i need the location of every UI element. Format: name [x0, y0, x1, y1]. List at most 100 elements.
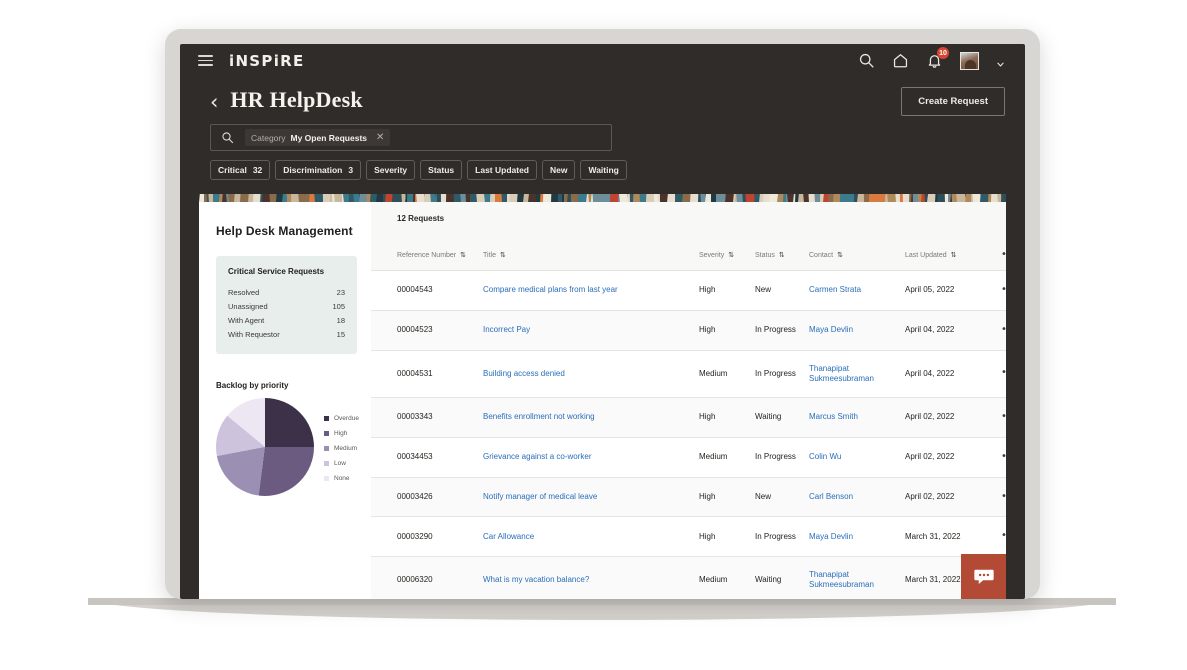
stat-value: 23 [336, 287, 345, 297]
legend-item: Low [324, 460, 359, 467]
sort-arrows-icon[interactable]: ⇅ [499, 250, 506, 259]
chevron-down-icon[interactable] [996, 56, 1005, 67]
cell-last-updated: April 05, 2022 [905, 285, 955, 295]
request-title-link[interactable]: Grievance against a co-worker [483, 452, 592, 462]
cell-last-updated: April 02, 2022 [905, 412, 955, 422]
side-panel: Help Desk Management Critical Service Re… [199, 202, 371, 599]
request-title-link[interactable]: What is my vacation balance? [483, 575, 590, 585]
request-title-link[interactable]: Incorrect Pay [483, 325, 531, 335]
request-title-link[interactable]: Benefits enrollment not working [483, 412, 595, 422]
contact-link[interactable]: Maya Devlin [809, 531, 854, 541]
ellipsis-icon[interactable]: ••• [1001, 491, 1006, 502]
search-input[interactable]: Category My Open Requests ✕ [210, 124, 612, 151]
cell-status: Waiting [755, 412, 782, 422]
cell-last-updated: March 31, 2022 [905, 531, 961, 541]
filter-chip-category[interactable]: Category My Open Requests ✕ [245, 129, 391, 146]
request-title-link[interactable]: Building access denied [483, 368, 565, 378]
cell-row-actions[interactable]: ••• [1001, 310, 1006, 350]
stat-label: With Agent [228, 315, 265, 325]
sort-arrows-icon[interactable]: ⇅ [728, 250, 735, 259]
sort-arrows-icon[interactable]: ⇅ [837, 250, 843, 259]
column-header[interactable]: Title ⇅ [483, 249, 699, 271]
home-icon[interactable] [892, 52, 909, 69]
cell-title: Car Allowance [483, 517, 699, 557]
table-header-row: Reference Number ⇅ Title ⇅ Severity ⇅ Status ⇅ C… [371, 249, 1006, 271]
back-button[interactable]: ‹ [210, 90, 219, 114]
close-icon[interactable]: ✕ [376, 132, 385, 143]
page-header: ‹ HR HelpDesk Create Request [180, 77, 1025, 116]
contact-link[interactable]: Maya Devlin [809, 325, 854, 335]
table-row[interactable]: 00003426 Notify manager of medical leave H… [371, 477, 1006, 517]
column-header-label: Severity [699, 251, 725, 259]
filter-pill[interactable]: Discrimination 3 [275, 160, 362, 180]
column-header[interactable]: Status ⇅ [755, 249, 809, 271]
bell-icon[interactable]: 10 [926, 47, 949, 69]
table-row[interactable]: 00003290 Car Allowance High In Progress Maya… [371, 516, 1006, 557]
cell-row-actions[interactable]: ••• [1001, 437, 1006, 477]
cell-status: In Progress [755, 325, 796, 335]
filter-pill[interactable]: New [542, 160, 576, 180]
page-title: HR HelpDesk [230, 87, 363, 112]
request-title-link[interactable]: Compare medical plans from last year [483, 285, 618, 295]
cell-status: New [755, 491, 772, 501]
cell-row-actions[interactable]: ••• [1001, 517, 1006, 557]
column-header[interactable]: Reference Number ⇅ [371, 249, 483, 271]
filter-pill[interactable]: Status [420, 160, 463, 180]
column-header[interactable]: Severity ⇅ [699, 249, 755, 271]
contact-link[interactable]: Thanapipat Sukmeesubraman [809, 570, 874, 590]
cell-row-actions[interactable]: ••• [1001, 271, 1006, 311]
column-header[interactable]: Contact ⇅ [809, 249, 905, 271]
ellipsis-icon[interactable]: ••• [1001, 367, 1006, 378]
sort-arrows-icon[interactable]: ⇅ [950, 250, 957, 259]
ellipsis-icon[interactable]: ••• [1001, 451, 1006, 462]
legend-swatch [324, 416, 329, 421]
filter-pill[interactable]: Waiting [580, 160, 627, 180]
contact-link[interactable]: Carmen Strata [809, 285, 862, 295]
cell-contact: Thanapipat Sukmeesubraman [809, 557, 905, 599]
contact-link[interactable]: Carl Benson [809, 491, 854, 501]
chat-bubble-icon[interactable] [961, 554, 1006, 599]
sort-arrows-icon[interactable]: ⇅ [778, 250, 785, 259]
column-header-label: Title [483, 251, 496, 259]
contact-link[interactable]: Marcus Smith [809, 412, 858, 422]
ellipsis-icon[interactable]: ••• [1001, 324, 1006, 335]
table-row[interactable]: 00004523 Incorrect Pay High In Progress Maya… [371, 310, 1006, 351]
column-header-actions[interactable]: ••• [1001, 249, 1006, 271]
stat-card-heading: Critical Service Requests [228, 267, 325, 276]
table-row[interactable]: 00003343 Benefits enrollment not working H… [371, 397, 1006, 438]
ellipsis-icon[interactable]: ••• [1001, 411, 1006, 422]
search-icon[interactable] [858, 52, 875, 69]
table-row[interactable]: 00004543 Compare medical plans from last … [371, 270, 1006, 311]
contact-link[interactable]: Colin Wu [809, 452, 842, 462]
request-title-link[interactable]: Notify manager of medical leave [483, 491, 598, 501]
ellipsis-icon[interactable]: ••• [1001, 249, 1006, 260]
filter-pill[interactable]: Critical 32 [210, 160, 271, 180]
request-title-link[interactable]: Car Allowance [483, 531, 535, 541]
requests-table: Reference Number ⇅ Title ⇅ Severity ⇅ Status ⇅ C… [371, 249, 1006, 599]
table-row[interactable]: 00004531 Building access denied Medium In P… [371, 350, 1006, 398]
hamburger-menu-icon[interactable] [198, 55, 213, 66]
create-request-button[interactable]: Create Request [901, 87, 1005, 116]
ellipsis-icon[interactable]: ••• [1001, 530, 1006, 541]
filter-pill-label: Waiting [588, 165, 619, 175]
avatar[interactable] [960, 51, 979, 70]
filter-pill-label: Critical [218, 165, 247, 175]
cell-status: In Progress [755, 531, 796, 541]
table-row[interactable]: 00034453 Grievance against a co-worker Med… [371, 437, 1006, 478]
table-row[interactable]: 00006320 What is my vacation balance? Medi… [371, 556, 1006, 599]
filter-pill[interactable]: Last Updated [467, 160, 537, 180]
cell-status: In Progress [755, 452, 796, 462]
cell-row-actions[interactable]: ••• [1001, 398, 1006, 438]
contact-link[interactable]: Thanapipat Sukmeesubraman [809, 363, 874, 383]
cell-last-updated: April 04, 2022 [905, 325, 955, 335]
cell-row-actions[interactable]: ••• [1001, 477, 1006, 517]
chart-title: Backlog by priority [216, 381, 289, 390]
filter-pill[interactable]: Severity [366, 160, 416, 180]
legend-item: Overdue [324, 415, 359, 422]
ellipsis-icon[interactable]: ••• [1001, 284, 1006, 295]
sort-arrows-icon[interactable]: ⇅ [460, 250, 467, 259]
column-header[interactable]: Last Updated ⇅ [905, 249, 1001, 271]
cell-reference-number: 00004543 [397, 285, 433, 295]
cell-row-actions[interactable]: ••• [1001, 350, 1006, 397]
legend-item: None [324, 475, 359, 482]
